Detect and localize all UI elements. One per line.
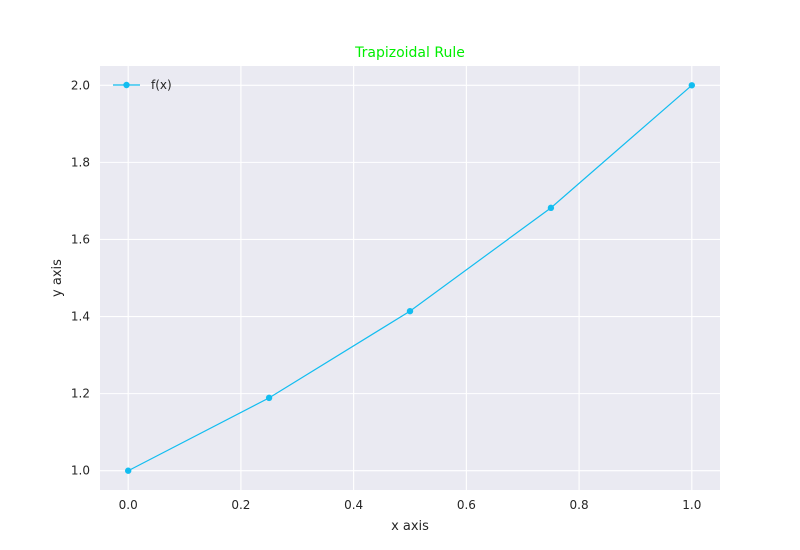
x-tick-label: 0.4 [344, 498, 363, 512]
x-tick-labels: 0.0 0.2 0.4 0.6 0.8 1.0 [119, 498, 702, 512]
legend-label: f(x) [151, 78, 172, 92]
x-axis-label: x axis [391, 519, 429, 534]
y-tick-label: 2.0 [71, 78, 90, 92]
data-point [688, 82, 696, 89]
data-point [406, 307, 414, 315]
x-tick-label: 0.8 [570, 498, 589, 512]
grid-lines [100, 66, 720, 490]
x-tick-label: 1.0 [682, 498, 701, 512]
y-tick-label: 1.2 [71, 387, 90, 401]
chart-title: Trapizoidal Rule [354, 45, 465, 61]
x-tick-label: 0.2 [231, 498, 250, 512]
y-tick-label: 1.4 [71, 310, 90, 324]
x-tick-label: 0.6 [457, 498, 476, 512]
legend: f(x) [113, 78, 172, 92]
y-tick-labels: 1.0 1.2 1.4 1.6 1.8 2.0 [71, 78, 90, 477]
data-point [265, 394, 273, 402]
series-layer [124, 82, 696, 474]
y-tick-label: 1.6 [71, 232, 90, 246]
x-tick-label: 0.0 [119, 498, 138, 512]
y-tick-label: 1.0 [71, 464, 90, 478]
data-point [547, 204, 555, 212]
y-tick-label: 1.8 [71, 155, 90, 169]
legend-marker-swatch [123, 81, 130, 89]
data-point [124, 467, 132, 474]
plot-background [100, 66, 720, 490]
y-axis-label: y axis [50, 259, 65, 297]
